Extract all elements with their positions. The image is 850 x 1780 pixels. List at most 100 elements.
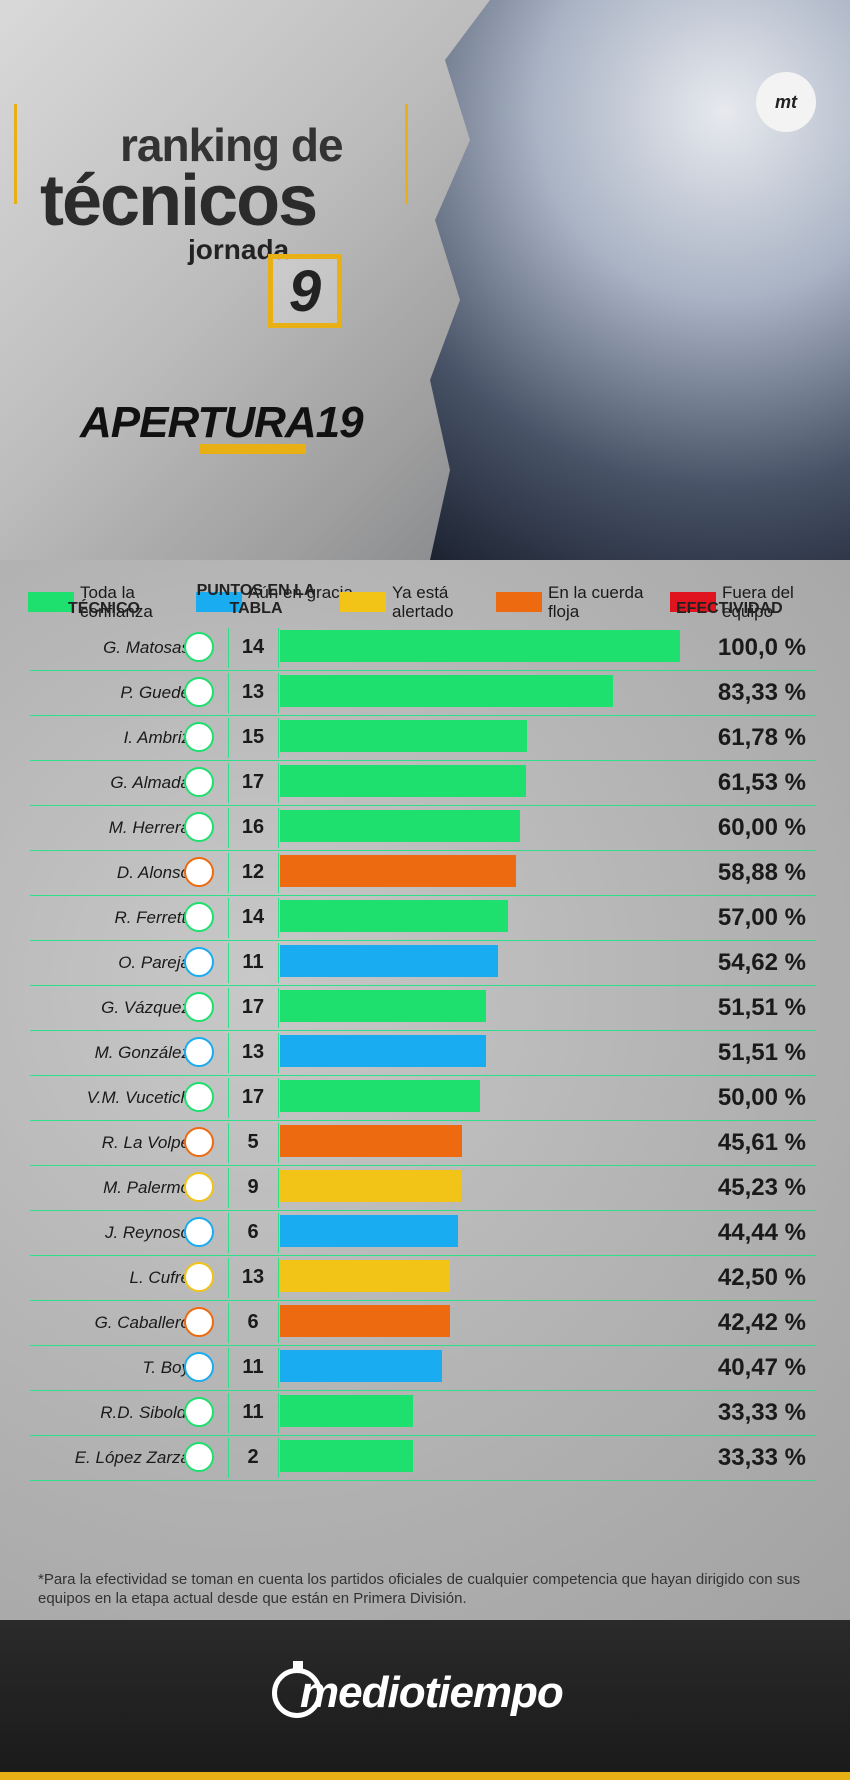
column-divider [278, 988, 279, 1028]
table-row: P. Guede 13 83,33 % [30, 671, 816, 716]
effectiveness-label: 83,33 % [717, 679, 806, 706]
column-divider [228, 763, 229, 803]
column-divider [278, 673, 279, 713]
team-crest-icon [184, 1307, 214, 1337]
effectiveness-label: 44,44 % [717, 1219, 806, 1246]
team-points: 6 [247, 1311, 259, 1333]
team-crest-icon [184, 1442, 214, 1472]
effectiveness-label: 33,33 % [717, 1399, 806, 1426]
footer: mediotiempo [0, 1620, 850, 1780]
coach-name: T. Boy [142, 1358, 190, 1377]
column-divider [278, 1303, 279, 1343]
table-row: M. Palermo 9 45,23 % [30, 1166, 816, 1211]
column-divider [278, 943, 279, 983]
effectiveness-label: 51,51 % [717, 994, 806, 1021]
effectiveness-bar [280, 765, 527, 797]
team-crest-icon [184, 767, 214, 797]
column-divider [278, 1168, 279, 1208]
column-divider [228, 673, 229, 713]
effectiveness-label: 33,33 % [717, 1444, 806, 1471]
effectiveness-bar [280, 855, 516, 887]
column-divider [278, 1078, 279, 1118]
team-points: 9 [247, 1176, 259, 1198]
team-crest-icon [184, 812, 214, 842]
legend-label: Fuera del equipo [722, 583, 794, 621]
coach-name: V.M. Vucetich [86, 1088, 190, 1107]
table-row: R. La Volpe 5 45,61 % [30, 1121, 816, 1166]
coach-name: O. Pareja [118, 953, 190, 972]
effectiveness-label: 57,00 % [717, 904, 806, 931]
column-divider [278, 853, 279, 893]
table-row: G. Caballero 6 42,42 % [30, 1301, 816, 1346]
column-divider [228, 1348, 229, 1388]
column-divider [278, 808, 279, 848]
effectiveness-bar [280, 1350, 442, 1382]
effectiveness-label: 54,62 % [717, 949, 806, 976]
team-points: 13 [241, 1266, 265, 1288]
team-crest-icon [184, 857, 214, 887]
coach-name: I. Ambriz [123, 728, 190, 747]
table-row: E. López Zarza 2 33,33 % [30, 1436, 816, 1481]
effectiveness-bar [280, 1215, 458, 1247]
column-header-tecnico: TÉCNICO [68, 600, 140, 617]
coach-name: G. Vázquez [101, 998, 190, 1017]
team-crest-icon [184, 1352, 214, 1382]
team-points: 11 [242, 1401, 264, 1423]
coach-name: L. Cufré [129, 1268, 190, 1287]
mt-logo-icon: mt [756, 72, 816, 132]
column-divider [228, 1393, 229, 1433]
coach-name: M. Herrera [108, 818, 190, 837]
column-divider [278, 763, 279, 803]
column-header-puntos: PUNTOS EN LA TABLA [196, 582, 316, 617]
team-points: 2 [247, 1446, 259, 1468]
effectiveness-label: 50,00 % [717, 1084, 806, 1111]
team-points: 16 [241, 816, 265, 838]
legend-label: En la cuerda floja [548, 583, 644, 621]
team-points: 12 [241, 861, 265, 883]
column-divider [228, 1213, 229, 1253]
legend-swatch [496, 592, 542, 612]
team-points: 14 [241, 906, 265, 928]
effectiveness-label: 61,78 % [717, 724, 806, 751]
coach-name: R. La Volpe [101, 1133, 190, 1152]
column-divider [278, 1258, 279, 1298]
column-divider [228, 1258, 229, 1298]
effectiveness-bar [280, 630, 680, 662]
column-divider [278, 898, 279, 938]
team-points: 15 [241, 726, 265, 748]
effectiveness-bar [280, 720, 528, 752]
column-divider [228, 1168, 229, 1208]
column-divider [228, 943, 229, 983]
footer-accent-bar [0, 1772, 850, 1780]
team-points: 14 [241, 636, 265, 658]
table-row: M. Herrera 16 60,00 % [30, 806, 816, 851]
team-points: 13 [241, 1041, 265, 1063]
table-row: R.D. Siboldi 11 33,33 % [30, 1391, 816, 1436]
team-crest-icon [184, 1217, 214, 1247]
team-crest-icon [184, 677, 214, 707]
team-crest-icon [184, 992, 214, 1022]
title-line1: ranking de [120, 119, 344, 171]
team-crest-icon [184, 1037, 214, 1067]
table-row: V.M. Vucetich 17 50,00 % [30, 1076, 816, 1121]
column-divider [278, 1438, 279, 1478]
table-row: G. Matosas 14 100,0 % [30, 626, 816, 671]
effectiveness-label: 45,61 % [717, 1129, 806, 1156]
coach-name: M. González [94, 1043, 190, 1062]
column-divider [228, 1123, 229, 1163]
jornada-number: 9 [288, 258, 322, 324]
legend-swatch [670, 592, 716, 612]
brand-logo: mediotiempo [300, 1668, 564, 1717]
team-crest-icon [184, 722, 214, 752]
effectiveness-label: 51,51 % [717, 1039, 806, 1066]
team-points: 11 [242, 1356, 264, 1378]
team-crest-icon [184, 1127, 214, 1157]
table-row: G. Vázquez 17 51,51 % [30, 986, 816, 1031]
coach-name: G. Matosas [103, 638, 190, 657]
table-row: R. Ferretti 14 57,00 % [30, 896, 816, 941]
table-row: I. Ambriz 15 61,78 % [30, 716, 816, 761]
coach-name: P. Guede [120, 683, 190, 702]
team-crest-icon [184, 902, 214, 932]
effectiveness-label: 61,53 % [717, 769, 806, 796]
column-divider [278, 718, 279, 758]
